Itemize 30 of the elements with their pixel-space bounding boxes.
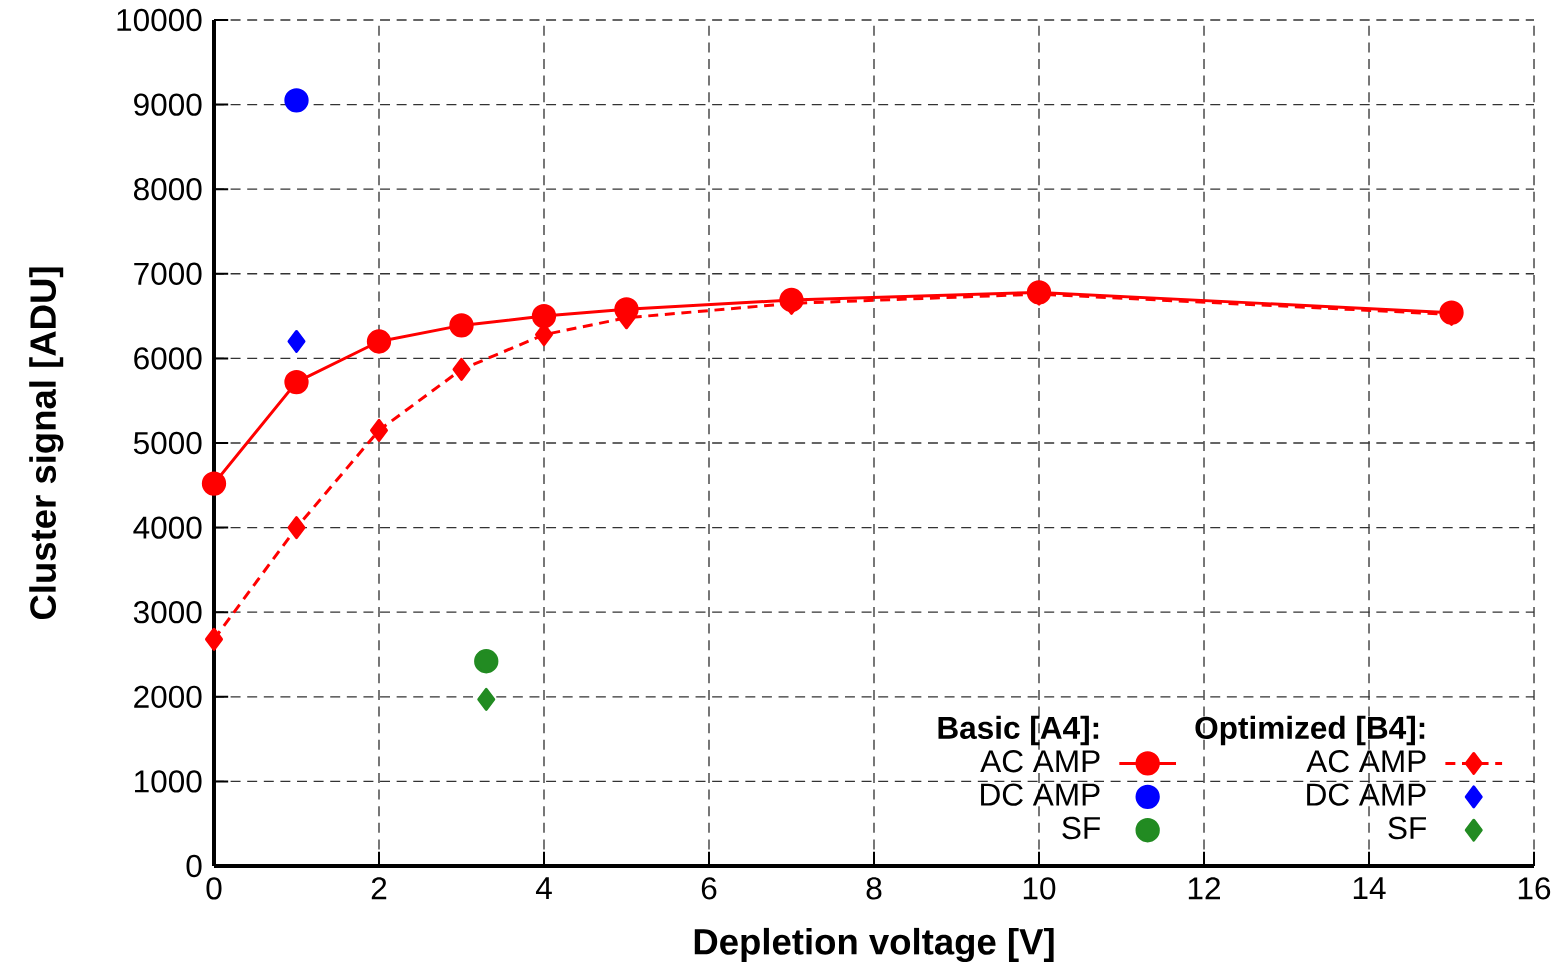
legend-label: DC AMP: [1307, 783, 1426, 806]
x-tick-label: 2: [371, 877, 387, 900]
legend-label: SF: [1388, 816, 1426, 840]
y-axis-title: Cluster signal [ADU]: [29, 267, 64, 620]
y-tick-label: 1000: [135, 770, 202, 793]
annotation: Optimized [B4]:: [1195, 715, 1425, 746]
x-tick-label: 10: [1023, 877, 1056, 900]
y-tick-label: 4000: [133, 516, 202, 539]
y-tick-label: 2000: [134, 685, 202, 708]
y-tick-label: 9000: [134, 93, 202, 116]
legend-label: AC AMP: [980, 750, 1100, 773]
legend-label: DC AMP: [981, 783, 1100, 806]
x-tick-label: 6: [701, 877, 717, 900]
legend-label: SF: [1062, 816, 1100, 840]
y-tick-label: 8000: [133, 178, 202, 201]
legend-label: AC AMP: [1306, 750, 1426, 773]
x-tick-label: 0: [206, 877, 222, 900]
x-tick-label: 8: [866, 877, 882, 900]
y-tick-label: 0: [186, 854, 202, 878]
x-tick-label: 12: [1188, 877, 1220, 900]
x-tick-label: 4: [535, 877, 552, 899]
annotation: Basic [A4]:: [938, 715, 1099, 746]
x-axis-title: Depletion voltage [V]: [694, 927, 1054, 963]
y-tick-label: 10000: [117, 8, 202, 32]
y-tick-label: 5000: [133, 431, 202, 455]
y-tick-label: 3000: [133, 601, 202, 624]
x-tick-label: 16: [1518, 877, 1551, 900]
x-tick-label: 14: [1353, 877, 1386, 899]
y-tick-label: 6000: [134, 347, 202, 370]
y-tick-label: 7000: [134, 262, 202, 285]
